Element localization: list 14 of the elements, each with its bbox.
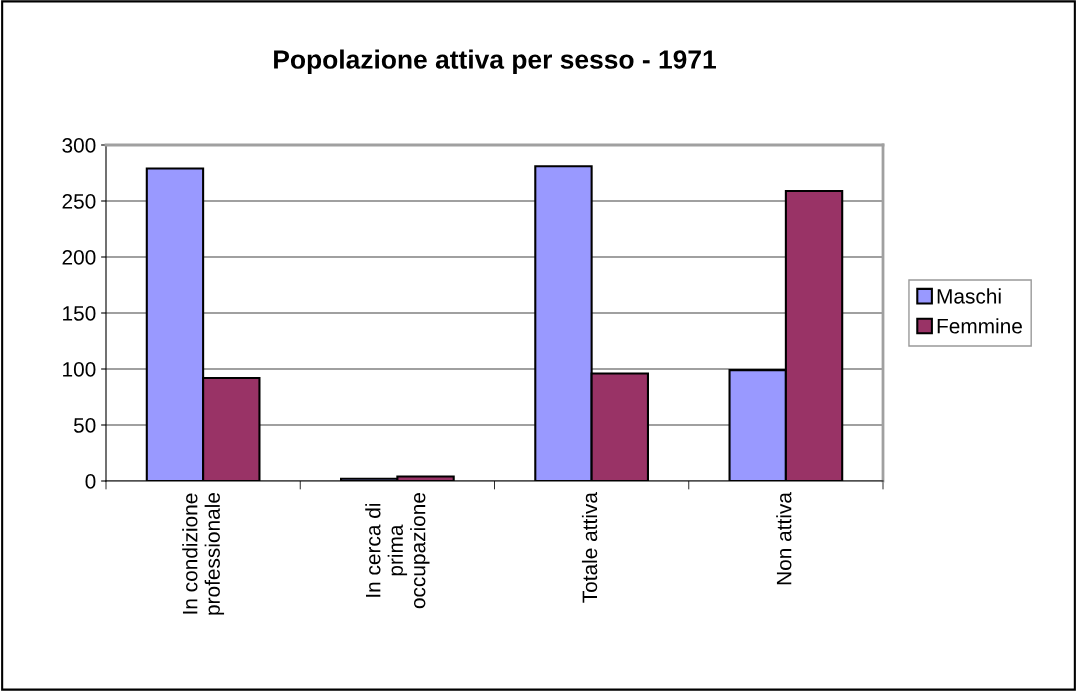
x-tick-label: Non attiva bbox=[776, 492, 792, 585]
y-tick-label: 50 bbox=[73, 418, 96, 433]
x-tick-label: Totale attiva bbox=[581, 492, 598, 603]
y-tick-label: 250 bbox=[62, 194, 96, 209]
legend-label: Maschi bbox=[937, 288, 1001, 304]
y-tick-label: 300 bbox=[62, 138, 96, 153]
y-tick-label: 150 bbox=[63, 306, 96, 321]
legend-label: Femmine bbox=[937, 318, 1022, 334]
chart-title: Popolazione attiva per sesso - 1971 bbox=[274, 49, 716, 75]
y-tick-label: 200 bbox=[62, 250, 96, 265]
y-tick-label: 100 bbox=[63, 362, 96, 377]
y-tick-label: 0 bbox=[85, 474, 96, 489]
x-tick-label: In condizione professionale bbox=[182, 493, 225, 615]
x-tick-label: In cerca di prima occupazione bbox=[365, 493, 430, 609]
